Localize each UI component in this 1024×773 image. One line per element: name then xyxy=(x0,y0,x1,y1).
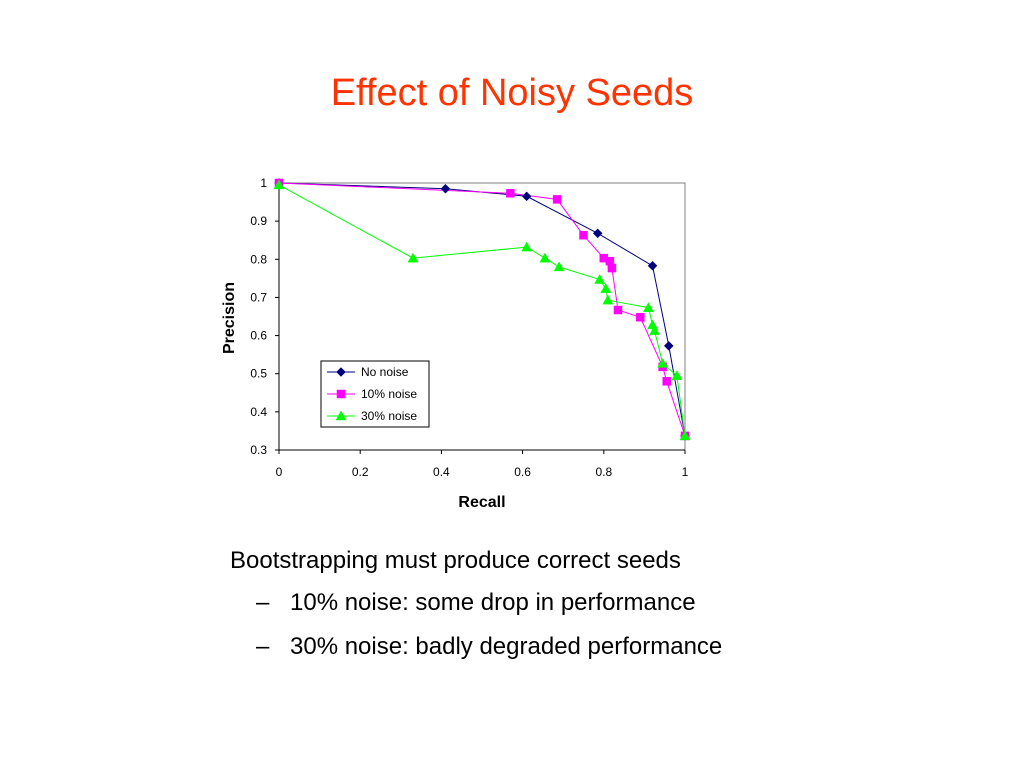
x-tick-label: 0.8 xyxy=(595,465,612,479)
bullet-sub-text: 30% noise: badly degraded performance xyxy=(290,633,723,660)
data-point-10pct-noise xyxy=(607,263,617,273)
y-tick-label: 0.8 xyxy=(250,252,267,266)
slide-title: Effect of Noisy Seeds xyxy=(330,72,694,114)
data-point-30pct-noise xyxy=(539,252,551,263)
data-point-no-noise xyxy=(647,260,658,271)
y-tick-label: 0.5 xyxy=(250,367,267,381)
legend-label-no-noise: No noise xyxy=(361,365,409,379)
data-point-30pct-noise xyxy=(649,325,660,335)
data-point-30pct-noise xyxy=(521,241,533,252)
data-point-30pct-noise xyxy=(553,261,565,272)
data-point-30pct-noise xyxy=(657,357,669,368)
y-tick-label: 0.3 xyxy=(250,443,267,457)
data-point-10pct-noise xyxy=(579,231,588,240)
legend-marker-no-noise xyxy=(336,367,346,377)
legend-marker-10pct-noise xyxy=(336,389,346,399)
data-point-no-noise xyxy=(592,228,603,239)
data-point-10pct-noise xyxy=(506,189,515,198)
data-point-no-noise xyxy=(663,341,674,351)
data-point-10pct-noise xyxy=(613,305,623,315)
legend-label-10pct-noise: 10% noise xyxy=(361,387,417,401)
bullet-sub-text: 10% noise: some drop in performance xyxy=(290,589,696,616)
bullet-list: Bootstrapping must produce correct seeds… xyxy=(230,546,930,676)
data-point-no-noise xyxy=(521,191,532,202)
y-tick-label: 0.9 xyxy=(250,214,267,228)
x-axis-label: Recall xyxy=(458,494,505,511)
y-tick-label: 1 xyxy=(260,176,267,190)
x-tick-label: 0.6 xyxy=(514,465,531,479)
x-tick-label: 0.2 xyxy=(352,465,369,479)
bullet-dash: – xyxy=(256,633,270,660)
data-point-30pct-noise xyxy=(407,252,419,263)
data-point-10pct-noise xyxy=(662,377,671,386)
data-point-30pct-noise xyxy=(679,430,691,441)
data-point-30pct-noise xyxy=(671,370,683,380)
data-point-30pct-noise xyxy=(643,302,654,312)
data-point-30pct-noise xyxy=(273,179,285,190)
data-point-10pct-noise xyxy=(552,195,562,204)
data-point-30pct-noise xyxy=(602,294,614,305)
data-point-no-noise xyxy=(440,183,451,194)
legend-label-30pct-noise: 30% noise xyxy=(361,409,417,423)
data-point-30pct-noise xyxy=(594,273,606,284)
x-tick-label: 0.4 xyxy=(433,465,450,479)
legend-marker-30pct-noise xyxy=(335,410,347,421)
y-axis-label: Precision xyxy=(221,282,238,354)
data-point-30pct-noise xyxy=(600,283,612,293)
y-tick-label: 0.7 xyxy=(250,290,267,304)
y-tick-label: 0.4 xyxy=(250,405,267,419)
x-tick-label: 1 xyxy=(682,465,689,479)
bullet-dash: – xyxy=(256,589,270,616)
bullet-main: Bootstrapping must produce correct seeds xyxy=(230,547,681,574)
bullet-sub-1: – 10% noise: some drop in performance xyxy=(230,588,930,618)
bullet-sub-2: – 30% noise: badly degraded performance xyxy=(230,632,930,662)
y-tick-label: 0.6 xyxy=(250,329,267,343)
x-tick-label: 0 xyxy=(276,465,283,479)
data-point-10pct-noise xyxy=(636,313,645,322)
